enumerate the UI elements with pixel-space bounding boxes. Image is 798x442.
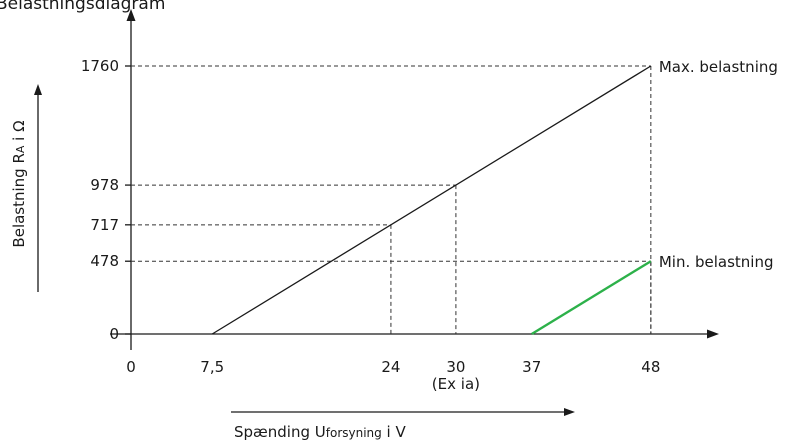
x-tick-label-4: 37 bbox=[522, 358, 541, 376]
y-label-arrow-head bbox=[34, 84, 42, 95]
y-tick-label-2: 717 bbox=[90, 216, 119, 234]
axes bbox=[110, 9, 719, 350]
y-axis-label: Belastning RA i Ω bbox=[10, 120, 28, 247]
series-label-1: Min. belastning bbox=[659, 253, 774, 271]
x-axis-label-group: Spænding Uforsyning i V bbox=[231, 408, 575, 441]
y-tick-label-4: 1760 bbox=[81, 57, 119, 75]
x-tick-note: (Ex ia) bbox=[432, 375, 480, 393]
x-tick-label-3: 30 bbox=[446, 358, 465, 376]
series-label-0: Max. belastning bbox=[659, 58, 778, 76]
x-axis-arrow bbox=[707, 330, 719, 339]
x-axis-label: Spænding Uforsyning i V bbox=[234, 423, 406, 441]
x-tick-label-0: 0 bbox=[126, 358, 136, 376]
y-tick-label-3: 978 bbox=[90, 176, 119, 194]
series-labels: Max. belastning Min. belastning bbox=[659, 58, 778, 271]
guide-lines bbox=[131, 66, 651, 334]
x-tick-label-5: 48 bbox=[641, 358, 660, 376]
x-tick-labels: 0 7,5 24 30 37 48 (Ex ia) bbox=[126, 358, 660, 393]
y-tick-labels: 0 478 717 978 1760 bbox=[81, 57, 131, 343]
y-tick-label-1: 478 bbox=[90, 252, 119, 270]
x-tick-label-1: 7,5 bbox=[200, 358, 224, 376]
x-tick-label-2: 24 bbox=[381, 358, 400, 376]
series-lines bbox=[212, 66, 651, 334]
series-line-0 bbox=[212, 66, 651, 334]
y-axis-label-group: Belastning RA i Ω bbox=[10, 84, 42, 292]
chart-title: Belastningsdiagram bbox=[0, 0, 165, 14]
y-tick-label-0: 0 bbox=[109, 325, 119, 343]
x-label-arrow-head bbox=[564, 408, 575, 416]
series-line-1 bbox=[532, 261, 651, 334]
